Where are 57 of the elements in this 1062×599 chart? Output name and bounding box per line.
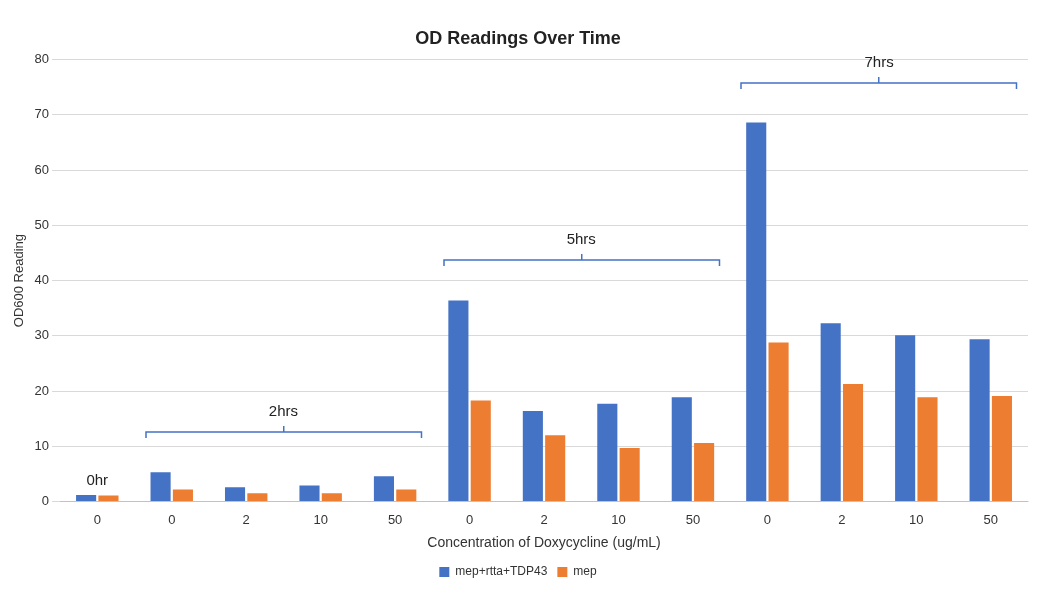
y-tick-label: 50 (34, 216, 50, 232)
annotation: 5hrs (565, 230, 597, 248)
bar (321, 493, 342, 502)
annotation: 7hrs (863, 52, 895, 70)
bar (373, 476, 394, 502)
x-tick-label: 0 (763, 511, 772, 527)
bar (768, 342, 789, 502)
x-tick-label: 0 (93, 511, 101, 527)
x-tick-label: 2 (540, 511, 548, 527)
y-tick-label: 60 (34, 161, 50, 177)
x-tick-label: 10 (313, 511, 328, 527)
x-axis-title: Concentration of Doxycycline (ug/mL) (427, 534, 661, 551)
bar (820, 323, 841, 502)
bar (917, 397, 938, 502)
bar (545, 435, 566, 502)
y-tick-label: 10 (34, 437, 50, 453)
x-tick-label: 50 (983, 511, 999, 527)
bar (76, 494, 97, 502)
bar (597, 403, 618, 502)
bar (895, 335, 916, 502)
y-tick-label: 0 (41, 493, 50, 509)
bar (448, 300, 469, 502)
legend-label: mep (573, 564, 598, 579)
x-tick-label: 2 (242, 511, 250, 527)
x-tick-label: 0 (168, 511, 176, 527)
bar (299, 485, 320, 502)
x-tick-label: 0 (465, 511, 474, 527)
bar (671, 397, 692, 502)
annotation: 0hr (85, 470, 110, 488)
y-axis-title: OD600 Reading (11, 233, 27, 328)
bar (247, 493, 268, 502)
x-tick-label: 10 (909, 511, 924, 527)
bar (746, 122, 767, 502)
bar (842, 383, 864, 502)
bar (969, 339, 990, 502)
bar (470, 400, 491, 502)
y-tick-label: 40 (34, 272, 50, 288)
bar (522, 410, 543, 502)
x-tick-label: 50 (387, 511, 403, 527)
x-tick-label: 50 (685, 511, 701, 527)
chart-title: OD Readings Over Time (415, 27, 621, 48)
bar (619, 448, 640, 502)
y-tick-label: 20 (34, 382, 50, 398)
bar (98, 495, 119, 502)
bar (224, 487, 246, 502)
x-tick-label: 10 (611, 511, 626, 527)
bar (172, 489, 193, 502)
bar (991, 396, 1012, 502)
annotation: 2hrs (267, 402, 299, 420)
bar (150, 472, 171, 502)
bar (694, 443, 715, 502)
x-tick-label: 2 (838, 511, 846, 527)
y-tick-label: 80 (34, 51, 50, 67)
legend-label: mep+rtta+TDP43 (455, 564, 548, 579)
y-tick-label: 70 (34, 106, 50, 122)
y-tick-label: 30 (34, 327, 50, 343)
bar (396, 489, 417, 502)
